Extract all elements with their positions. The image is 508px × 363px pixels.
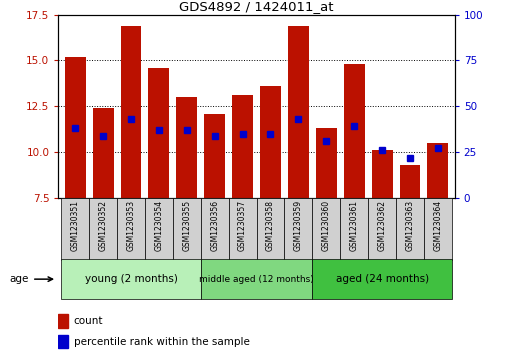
Bar <box>58 335 68 348</box>
Bar <box>58 314 68 327</box>
Bar <box>316 128 337 198</box>
Title: GDS4892 / 1424011_at: GDS4892 / 1424011_at <box>179 0 334 13</box>
Text: aged (24 months): aged (24 months) <box>336 274 429 284</box>
Text: GSM1230354: GSM1230354 <box>154 200 164 252</box>
FancyBboxPatch shape <box>201 259 312 299</box>
Bar <box>344 64 365 198</box>
FancyBboxPatch shape <box>396 198 424 260</box>
FancyBboxPatch shape <box>117 198 145 260</box>
Bar <box>427 143 449 198</box>
Text: GSM1230358: GSM1230358 <box>266 200 275 251</box>
FancyBboxPatch shape <box>173 198 201 260</box>
Text: GSM1230364: GSM1230364 <box>433 200 442 252</box>
Text: young (2 months): young (2 months) <box>84 274 177 284</box>
FancyBboxPatch shape <box>257 198 284 260</box>
FancyBboxPatch shape <box>424 198 452 260</box>
Bar <box>120 25 141 198</box>
FancyBboxPatch shape <box>312 259 452 299</box>
Text: GSM1230353: GSM1230353 <box>126 200 136 252</box>
Text: GSM1230363: GSM1230363 <box>405 200 415 252</box>
Bar <box>92 108 113 198</box>
Text: count: count <box>74 316 103 326</box>
Bar <box>260 86 281 198</box>
FancyBboxPatch shape <box>229 198 257 260</box>
FancyBboxPatch shape <box>312 198 340 260</box>
Bar <box>65 57 86 198</box>
FancyBboxPatch shape <box>368 198 396 260</box>
Text: GSM1230351: GSM1230351 <box>71 200 80 251</box>
Text: GSM1230362: GSM1230362 <box>377 200 387 251</box>
Text: GSM1230361: GSM1230361 <box>350 200 359 251</box>
Text: middle aged (12 months): middle aged (12 months) <box>199 275 314 284</box>
Bar <box>232 95 253 198</box>
FancyBboxPatch shape <box>61 198 89 260</box>
Text: age: age <box>9 274 28 284</box>
Bar <box>204 114 225 198</box>
FancyBboxPatch shape <box>201 198 229 260</box>
FancyBboxPatch shape <box>61 259 201 299</box>
Text: GSM1230359: GSM1230359 <box>294 200 303 252</box>
FancyBboxPatch shape <box>89 198 117 260</box>
Text: GSM1230357: GSM1230357 <box>238 200 247 252</box>
Text: percentile rank within the sample: percentile rank within the sample <box>74 337 249 347</box>
Text: GSM1230360: GSM1230360 <box>322 200 331 252</box>
Bar <box>288 25 309 198</box>
Text: GSM1230355: GSM1230355 <box>182 200 192 252</box>
FancyBboxPatch shape <box>340 198 368 260</box>
FancyBboxPatch shape <box>284 198 312 260</box>
Text: GSM1230356: GSM1230356 <box>210 200 219 252</box>
Bar <box>148 68 169 198</box>
Bar <box>176 97 197 198</box>
Bar <box>400 165 421 198</box>
Bar <box>372 150 393 198</box>
Text: GSM1230352: GSM1230352 <box>99 200 108 251</box>
FancyBboxPatch shape <box>145 198 173 260</box>
